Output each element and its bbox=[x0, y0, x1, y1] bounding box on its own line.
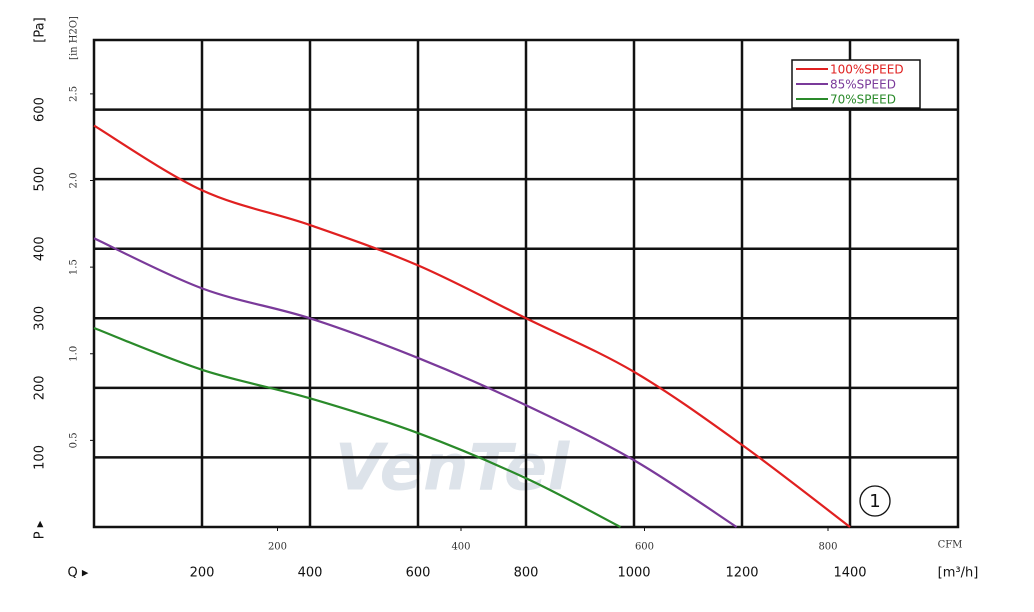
legend-label: 70%SPEED bbox=[830, 93, 896, 107]
y-tick-label: 600 bbox=[33, 97, 48, 122]
legend-label: 100%SPEED bbox=[830, 63, 904, 77]
q-marker: Q ▸ bbox=[68, 566, 89, 581]
y2-tick-label: 1.5 bbox=[69, 259, 80, 275]
x2-tick-label: 400 bbox=[451, 542, 470, 553]
x2-axis-label: CFM bbox=[938, 540, 963, 551]
x-axis-label: [m³/h] bbox=[938, 566, 979, 581]
y-tick-label: 400 bbox=[33, 236, 48, 261]
x-tick-label: 600 bbox=[406, 566, 431, 581]
x-tick-label: 800 bbox=[514, 566, 539, 581]
x-tick-label: 1000 bbox=[617, 566, 650, 581]
x-tick-label: 1200 bbox=[725, 566, 758, 581]
series-line bbox=[93, 327, 622, 528]
legend-label: 85%SPEED bbox=[830, 78, 896, 92]
y-axis-label: [Pa] bbox=[33, 17, 48, 42]
y2-tick-label: 2.5 bbox=[69, 86, 80, 102]
x-tick-label: 1400 bbox=[833, 566, 866, 581]
y-tick-label: 300 bbox=[33, 306, 48, 331]
y2-axis-label: [in H2O] bbox=[69, 16, 80, 60]
series-line bbox=[93, 124, 851, 528]
series-line bbox=[93, 237, 738, 528]
y2-tick-label: 2.0 bbox=[69, 173, 80, 189]
y-tick-label: 500 bbox=[33, 167, 48, 192]
y-tick-label: 100 bbox=[33, 445, 48, 470]
plot-border bbox=[92, 38, 960, 529]
x2-tick-label: 600 bbox=[635, 542, 654, 553]
x2-tick-label: 200 bbox=[268, 542, 287, 553]
annotation: 1 bbox=[869, 491, 880, 512]
annotation-circle bbox=[859, 485, 891, 517]
watermark: VenTel bbox=[335, 432, 571, 506]
y2-tick-label: 0.5 bbox=[69, 432, 80, 448]
y-tick-label: 200 bbox=[33, 375, 48, 400]
y2-tick-label: 1.0 bbox=[69, 346, 80, 362]
p-marker: P ▸ bbox=[33, 520, 48, 539]
x-tick-label: 200 bbox=[190, 566, 215, 581]
x-tick-label: 400 bbox=[298, 566, 323, 581]
x2-tick-label: 800 bbox=[818, 542, 837, 553]
